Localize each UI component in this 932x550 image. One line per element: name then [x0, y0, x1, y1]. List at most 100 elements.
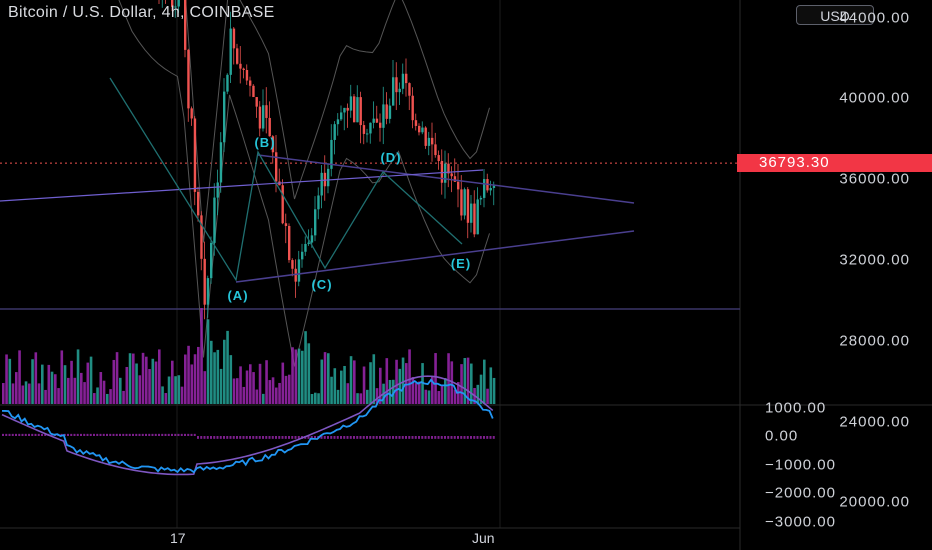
volume-bar	[106, 393, 109, 404]
candle-body	[307, 242, 310, 244]
macd-histogram-bar	[96, 433, 99, 436]
currency-button[interactable]: USD	[796, 5, 874, 25]
macd-histogram-bar	[437, 436, 440, 439]
volume-bar	[109, 389, 112, 404]
volume-bar	[24, 381, 28, 404]
candle-body	[281, 185, 284, 224]
macd-histogram-bar	[15, 433, 17, 436]
candle-body	[336, 119, 340, 125]
candle-body	[483, 179, 486, 198]
macd-signal-line	[1, 375, 494, 476]
volume-bar	[281, 362, 285, 404]
volume-bar	[219, 368, 223, 404]
macd-histogram-bar	[411, 436, 414, 439]
candle-body	[320, 172, 323, 196]
candle-body	[239, 63, 242, 69]
candle-body	[184, 0, 187, 50]
volume-bar	[73, 377, 77, 404]
volume-bar	[249, 364, 252, 404]
candle-body	[450, 173, 453, 177]
macd-histogram-bar	[223, 436, 225, 439]
macd-histogram-bar	[226, 436, 229, 439]
volume-bar	[343, 365, 346, 404]
macd-histogram-bar	[206, 436, 209, 439]
volume-bar	[161, 386, 164, 404]
volume-bar	[41, 364, 44, 404]
volume-bar	[226, 330, 229, 404]
macd-histogram-bar	[327, 436, 329, 439]
volume-bar	[271, 377, 275, 404]
candle-body	[294, 268, 297, 282]
macd-histogram-bar	[151, 433, 154, 436]
macd-histogram-bar	[63, 433, 66, 436]
macd-histogram-bar	[356, 436, 359, 439]
volume-bar	[405, 363, 408, 404]
volume-bar	[385, 358, 389, 404]
macd-histogram-bar	[86, 433, 89, 436]
volume-bar	[483, 359, 486, 404]
macd-histogram-bar	[76, 433, 79, 436]
volume-bar	[197, 346, 200, 404]
macd-histogram-bar	[434, 436, 437, 439]
volume-bar	[255, 389, 259, 404]
macd-histogram-bar	[93, 433, 95, 436]
volume-bar	[323, 352, 327, 404]
macd-histogram-bar	[486, 436, 489, 439]
price-axis-label: 32000.00	[839, 251, 910, 269]
candle-body	[275, 152, 278, 182]
volume-bar	[177, 375, 181, 404]
macd-histogram-bar	[424, 436, 427, 439]
volume-bar	[262, 393, 265, 404]
macd-histogram-bar	[278, 436, 281, 439]
volume-bar	[93, 393, 96, 404]
volume-bar	[297, 348, 301, 404]
macd-histogram-bar	[145, 433, 147, 436]
volume-bar	[268, 380, 272, 404]
volume-bar	[447, 353, 450, 404]
macd-histogram-bar	[249, 436, 251, 439]
macd-histogram-bar	[379, 436, 381, 439]
macd-histogram-bar	[414, 436, 417, 439]
volume-bar	[34, 352, 38, 404]
macd-histogram-bar	[200, 436, 203, 439]
candle-body	[206, 278, 210, 305]
candle-body	[366, 133, 369, 135]
volume-bar	[47, 364, 51, 404]
candle-body	[245, 69, 249, 81]
bollinger-bands	[118, 0, 490, 367]
volume-bar	[327, 353, 330, 404]
volume-bar	[80, 372, 83, 404]
candle-body	[463, 189, 466, 216]
macd-histogram-bar	[281, 436, 284, 439]
volume-bar	[353, 360, 356, 404]
candle-body	[414, 120, 418, 126]
volume-bar	[245, 370, 249, 404]
volume-bar	[86, 362, 90, 404]
macd-histogram-bar	[405, 436, 407, 439]
oscillator-axis-label: −3000.00	[765, 513, 836, 530]
macd-histogram-bar	[132, 433, 134, 436]
candle-body	[190, 108, 193, 119]
candle-body	[460, 189, 463, 216]
macd-histogram-bar	[479, 436, 482, 439]
macd-histogram-bar	[275, 436, 277, 439]
macd-histogram-bar	[359, 436, 362, 439]
candle-body	[252, 85, 255, 98]
macd-histogram-bar	[135, 433, 138, 436]
volume-bar	[258, 363, 262, 404]
candle-body	[444, 163, 447, 183]
volume-bar	[128, 353, 132, 404]
volume-bar	[275, 387, 278, 404]
macd-histogram-bar	[418, 436, 420, 439]
channel-line	[0, 169, 484, 202]
candle-body	[453, 176, 457, 182]
macd-histogram-bar	[440, 436, 443, 439]
upper-trendline	[257, 154, 635, 204]
volume-bar	[193, 354, 197, 404]
candle-body	[291, 260, 294, 269]
volume-bar	[301, 350, 304, 404]
macd-histogram-bar	[37, 433, 40, 436]
macd-histogram-bar	[294, 436, 297, 439]
